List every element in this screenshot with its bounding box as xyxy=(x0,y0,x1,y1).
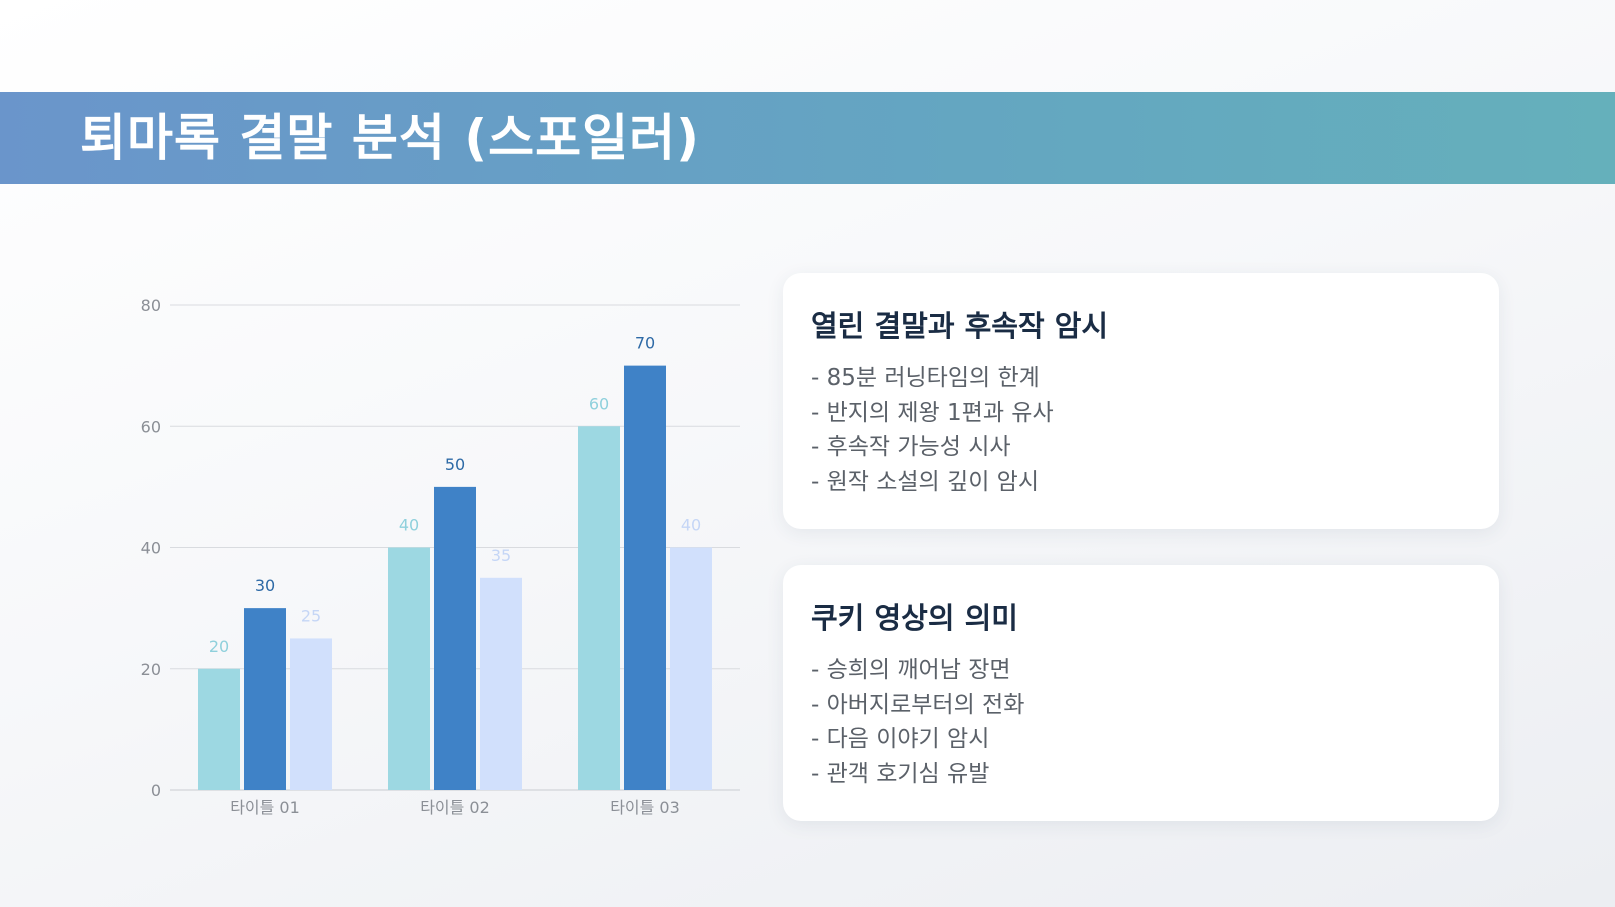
list-item: - 후속작 가능성 시사 xyxy=(811,434,1011,460)
data-label: 60 xyxy=(589,394,609,413)
list-item: - 관객 호기심 유발 xyxy=(811,760,990,787)
list-item: - 원작 소설의 깊이 암시 xyxy=(811,468,1039,495)
data-label: 70 xyxy=(635,334,655,353)
data-label: 40 xyxy=(399,516,419,535)
data-label: 25 xyxy=(301,606,321,625)
data-label: 50 xyxy=(445,455,465,474)
card-open-ending: 열린 결말과 후속작 암시 - 85분 러닝타임의 한계 - 반지의 제왕 1편… xyxy=(783,273,1499,529)
list-item: - 85분 러닝타임의 한계 xyxy=(811,365,1040,391)
y-tick-label: 40 xyxy=(141,539,161,558)
y-tick-label: 20 xyxy=(141,660,161,679)
x-tick-label: 타이틀 02 xyxy=(420,798,490,817)
bar-chart-svg: 0 20 40 60 80 20 30 25 타이틀 01 40 50 35 타이틀 02 60 70 40 타… xyxy=(141,296,740,817)
x-tick-label: 타이틀 03 xyxy=(610,798,680,817)
list-item: - 다음 이야기 암시 xyxy=(811,726,990,752)
card-title: 열린 결말과 후속작 암시 xyxy=(811,309,1109,343)
bar xyxy=(670,547,712,790)
y-tick-label: 0 xyxy=(151,781,161,800)
x-tick-label: 타이틀 01 xyxy=(230,798,300,817)
list-item: - 아버지로부터의 전화 xyxy=(811,691,1025,718)
card-title: 쿠키 영상의 의미 xyxy=(811,601,1018,635)
bar-chart: 0 20 40 60 80 20 30 25 타이틀 01 40 50 35 타이틀 02 60 70 40 타… xyxy=(120,280,750,824)
bar xyxy=(388,547,430,790)
bar xyxy=(624,365,666,790)
list-item: - 승희의 깨어남 장면 xyxy=(811,657,1011,683)
bar xyxy=(480,577,522,790)
card-cookie-scene: 쿠키 영상의 의미 - 승희의 깨어남 장면 - 아버지로부터의 전화 - 다음… xyxy=(783,565,1499,821)
bar xyxy=(244,608,286,790)
data-label: 35 xyxy=(491,546,511,565)
data-label: 30 xyxy=(255,576,275,595)
data-label: 40 xyxy=(681,516,701,535)
page-title: 퇴마록 결말 분석 (스포일러) xyxy=(80,109,700,167)
y-tick-label: 80 xyxy=(141,296,161,315)
list-item: - 반지의 제왕 1편과 유사 xyxy=(811,399,1054,426)
y-tick-label: 60 xyxy=(141,417,161,436)
title-bar: 퇴마록 결말 분석 (스포일러) xyxy=(0,92,1615,184)
bar xyxy=(578,426,620,790)
data-label: 20 xyxy=(209,637,229,656)
bar xyxy=(290,638,332,790)
card-list: - 85분 러닝타임의 한계 - 반지의 제왕 1편과 유사 - 후속작 가능성… xyxy=(811,361,1054,499)
card-list: - 승희의 깨어남 장면 - 아버지로부터의 전화 - 다음 이야기 암시 - … xyxy=(811,653,1024,791)
bar xyxy=(434,486,476,790)
bar xyxy=(198,668,240,790)
